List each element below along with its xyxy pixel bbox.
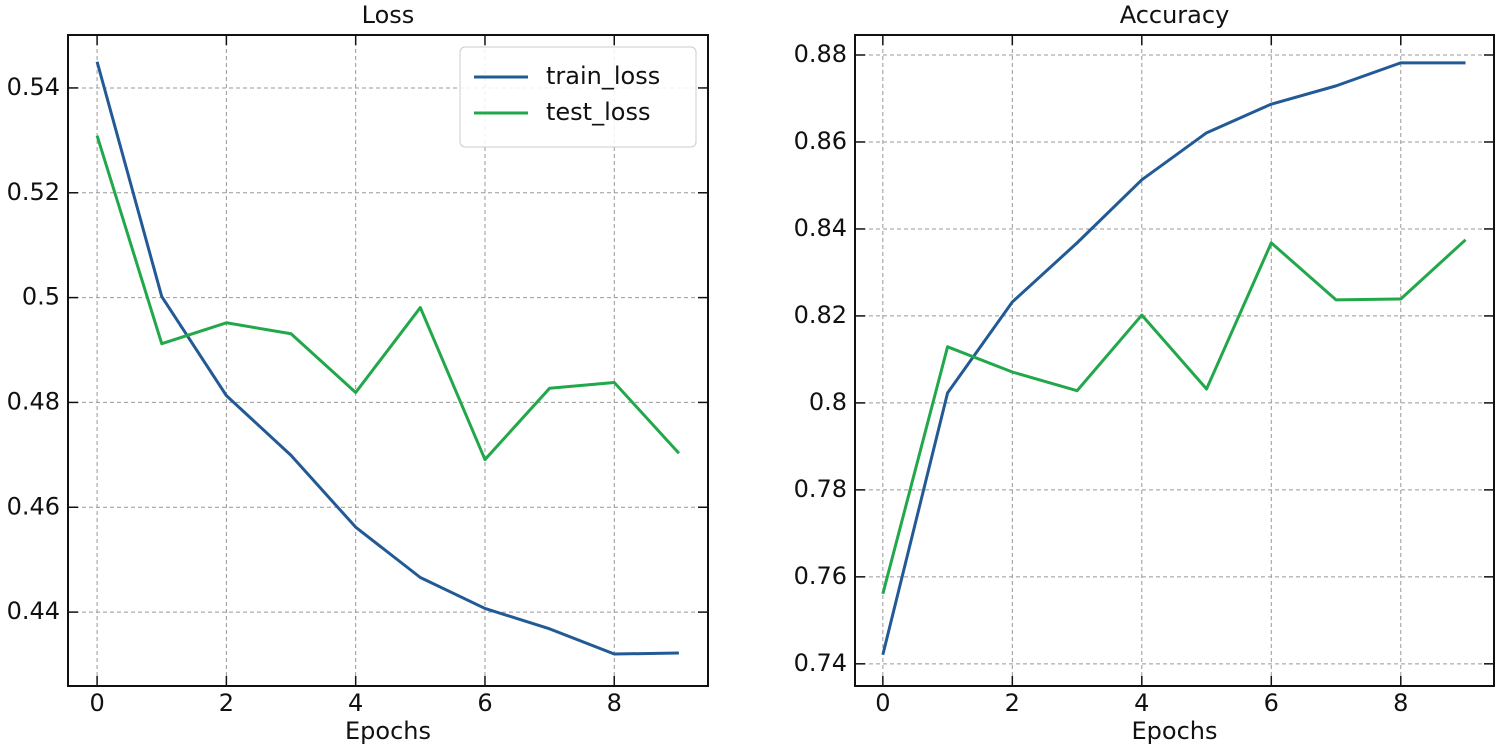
x-tick-label: 2 bbox=[1005, 689, 1020, 717]
legend-box bbox=[459, 46, 697, 148]
y-tick-label: 0.8 bbox=[809, 388, 847, 416]
chart-title: Loss bbox=[362, 1, 415, 29]
x-tick-label: 0 bbox=[875, 689, 890, 717]
x-tick-label: 4 bbox=[1134, 689, 1149, 717]
x-axis-label: Epochs bbox=[1132, 717, 1218, 745]
x-tick-label: 4 bbox=[348, 689, 363, 717]
series-line bbox=[95, 61, 679, 656]
series-line bbox=[95, 135, 681, 462]
y-tick-label: 0.74 bbox=[794, 649, 847, 677]
y-tick-label: 0.88 bbox=[794, 40, 847, 68]
y-tick-label: 0.76 bbox=[794, 562, 847, 590]
y-tick-label: 0.82 bbox=[794, 301, 847, 329]
x-tick-label: 0 bbox=[89, 689, 104, 717]
legend-label: test_loss bbox=[546, 98, 650, 126]
y-tick-label: 0.78 bbox=[794, 475, 847, 503]
legend-label: train_loss bbox=[546, 62, 660, 90]
x-tick-label: 8 bbox=[1393, 689, 1408, 717]
x-tick-label: 8 bbox=[607, 689, 622, 717]
x-tick-label: 2 bbox=[219, 689, 234, 717]
y-tick-label: 0.54 bbox=[7, 73, 60, 101]
x-tick-label: 6 bbox=[477, 689, 492, 717]
y-tick-label: 0.46 bbox=[7, 492, 60, 520]
x-tick-label: 6 bbox=[1264, 689, 1279, 717]
series-line bbox=[881, 61, 1466, 656]
series-line bbox=[881, 238, 1467, 595]
y-tick-label: 0.48 bbox=[7, 387, 60, 415]
x-axis-label: Epochs bbox=[345, 717, 431, 745]
y-tick-label: 0.5 bbox=[22, 283, 60, 311]
chart-title: Accuracy bbox=[1120, 1, 1230, 29]
y-tick-label: 0.84 bbox=[794, 214, 847, 242]
plot-frame bbox=[854, 34, 1495, 687]
y-tick-label: 0.86 bbox=[794, 127, 847, 155]
plot-frame bbox=[67, 34, 709, 687]
y-tick-label: 0.44 bbox=[7, 597, 60, 625]
y-tick-label: 0.52 bbox=[7, 178, 60, 206]
